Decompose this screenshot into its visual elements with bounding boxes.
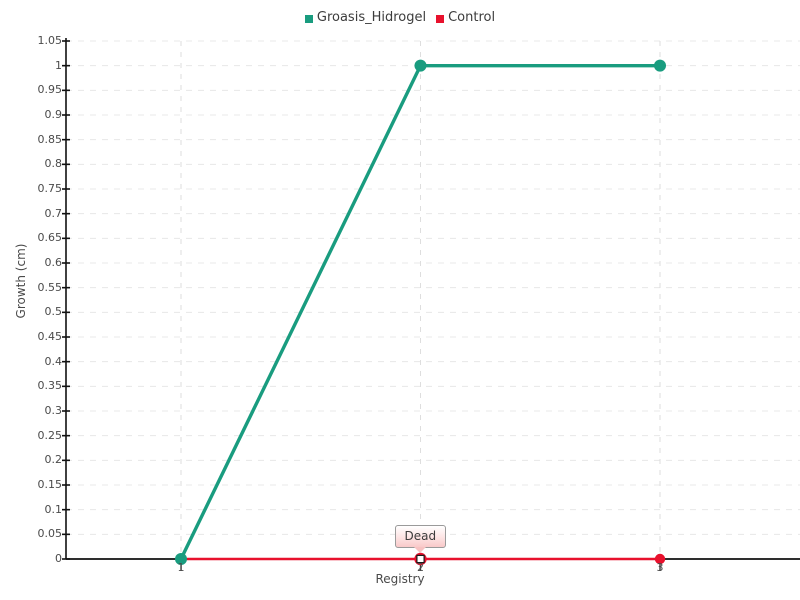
data-point-groasis-hidrogel[interactable] xyxy=(414,59,427,72)
y-axis-tick-label: 0.9 xyxy=(44,108,63,121)
data-point-groasis-hidrogel[interactable] xyxy=(654,59,666,72)
y-axis-tick-label: 0.85 xyxy=(37,132,63,146)
y-axis-tick-label: 0.25 xyxy=(37,428,63,442)
y-axis-tick-label: 0.15 xyxy=(37,478,63,491)
y-axis-tick-label: 0.3 xyxy=(44,404,63,417)
y-axis-tick-label: 0 xyxy=(55,552,62,565)
y-axis-tick-label: 0.7 xyxy=(44,206,63,220)
y-axis-tick-label: 0.5 xyxy=(44,305,63,319)
y-axis-title: Growth (cm) xyxy=(14,243,28,319)
data-point-control[interactable] xyxy=(654,553,666,565)
y-axis-tick-label: 0.35 xyxy=(37,379,63,393)
x-axis-title: Registry xyxy=(375,572,425,586)
y-axis-tick-labels: 1.05 1 0.95 0.9 0.85 0.8 0.75 0.7 0.65 0.6 0.55 0.5… xyxy=(20,0,63,600)
y-axis-tick-label: 0.05 xyxy=(37,527,63,541)
y-axis-tick-label: 0.4 xyxy=(44,354,63,368)
selected-point-marker[interactable] xyxy=(416,554,425,564)
y-axis-tick-label: 0.6 xyxy=(44,256,63,269)
x-axis-tick-label: 2 xyxy=(417,561,424,574)
x-axis-tick-label: 3 xyxy=(656,561,664,574)
tooltip-arrow-icon xyxy=(414,546,427,553)
dead-tooltip-label: Dead xyxy=(404,529,437,543)
y-axis-tick-label: 0.8 xyxy=(44,157,63,171)
dead-tooltip[interactable]: Dead xyxy=(394,525,447,553)
y-axis-tick-label: 1 xyxy=(55,58,62,72)
y-axis-tick-label: 0.45 xyxy=(37,330,63,343)
y-axis-tick-label: 0.2 xyxy=(44,453,63,467)
data-point-groasis-hidrogel[interactable] xyxy=(175,553,187,565)
y-axis-tick-label: 0.1 xyxy=(44,502,63,516)
y-axis-tick-label: 0.95 xyxy=(37,83,63,97)
y-axis-tick-label: 0.75 xyxy=(37,182,63,195)
x-axis-tick-label: 1 xyxy=(177,561,185,574)
y-axis-tick-label: 1.05 xyxy=(37,34,63,47)
y-axis-tick-label: 0.55 xyxy=(37,280,63,294)
y-axis-tick-label: 0.65 xyxy=(37,231,63,245)
